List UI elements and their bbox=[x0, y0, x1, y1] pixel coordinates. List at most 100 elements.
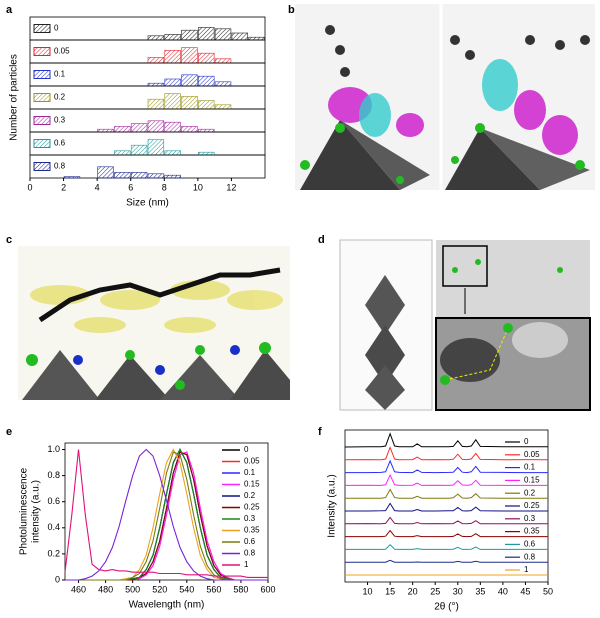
y-tick-label: 0 bbox=[55, 574, 60, 584]
legend-label: 0.6 bbox=[54, 139, 66, 148]
legend-label: 0.1 bbox=[54, 70, 66, 79]
bar bbox=[63, 176, 81, 179]
x-tick-label: 12 bbox=[226, 182, 236, 192]
legend-label: 0.35 bbox=[244, 526, 260, 535]
legend-label: 0.1 bbox=[244, 468, 256, 477]
bar bbox=[214, 58, 232, 64]
legend-swatch bbox=[33, 93, 51, 102]
series-line bbox=[65, 448, 268, 581]
panel-label: c bbox=[6, 234, 12, 246]
bar bbox=[147, 57, 165, 64]
x-tick-label: 540 bbox=[179, 584, 194, 594]
legend-label: 1 bbox=[244, 560, 249, 569]
bar bbox=[198, 100, 215, 110]
panel-c-image bbox=[18, 246, 290, 400]
x-tick-label: 45 bbox=[520, 586, 530, 596]
x-tick-label: 10 bbox=[193, 182, 203, 192]
y-axis-label: Number of particles bbox=[9, 54, 20, 141]
plot-frame bbox=[64, 442, 269, 581]
y-axis-label: Photoluminescence bbox=[19, 467, 30, 555]
series-line bbox=[345, 488, 548, 499]
density-lobe bbox=[440, 338, 500, 382]
legend-label: 0 bbox=[54, 24, 59, 33]
orbital bbox=[514, 90, 546, 130]
bar bbox=[214, 28, 232, 41]
y-tick-label: 0.8 bbox=[47, 470, 60, 480]
bar bbox=[198, 75, 215, 87]
orbital bbox=[359, 93, 391, 137]
bar bbox=[164, 121, 181, 133]
charts: a bc de f00.050.10.20.30.60.80 2 4 6 8 10 12Size … bbox=[6, 4, 553, 613]
legend-label: 0.15 bbox=[524, 476, 540, 485]
panel-label: e bbox=[6, 426, 12, 438]
halide-atoms bbox=[300, 123, 585, 184]
legend-label: 0.8 bbox=[244, 549, 256, 558]
bar bbox=[97, 166, 114, 179]
interaction-surface bbox=[30, 280, 283, 333]
y-tick-label: 1.0 bbox=[47, 444, 60, 454]
x-tick-label: 500 bbox=[125, 584, 140, 594]
density-lobe bbox=[512, 322, 568, 358]
carbon-chain bbox=[38, 267, 281, 323]
series-line bbox=[344, 432, 548, 448]
x-tick-label: 50 bbox=[543, 586, 553, 596]
row-frame bbox=[29, 108, 266, 133]
x-tick-label: 25 bbox=[430, 586, 440, 596]
legend-swatch bbox=[33, 24, 51, 33]
octahedron bbox=[480, 128, 590, 190]
octahedron bbox=[230, 350, 290, 400]
x-tick-label: 2 bbox=[61, 182, 66, 192]
x-tick-label: 15 bbox=[385, 586, 395, 596]
x-tick-label: 4 bbox=[95, 182, 100, 192]
bond-path bbox=[444, 327, 509, 381]
x-axis-label: Size (nm) bbox=[126, 198, 169, 209]
series-line bbox=[345, 529, 548, 538]
bar bbox=[181, 74, 198, 87]
bar bbox=[147, 35, 165, 41]
legend-label: 0.8 bbox=[54, 162, 66, 171]
bar bbox=[181, 29, 198, 41]
legend-label: 0.25 bbox=[524, 501, 540, 510]
legend-label: 0.3 bbox=[54, 116, 66, 125]
bar bbox=[130, 172, 148, 179]
row-frame bbox=[29, 131, 266, 156]
legend-label: 1 bbox=[524, 565, 529, 574]
octahedron bbox=[445, 128, 540, 190]
panel-label: b bbox=[288, 4, 295, 16]
bar bbox=[147, 120, 165, 133]
x-tick-label: 30 bbox=[453, 586, 463, 596]
y-tick-label: 0.2 bbox=[47, 548, 60, 558]
x-tick-label: 0 bbox=[27, 182, 32, 192]
bar bbox=[130, 144, 148, 156]
orbital bbox=[482, 59, 518, 111]
bar bbox=[198, 128, 215, 133]
y-tick-label: 0.6 bbox=[47, 496, 60, 506]
bar bbox=[97, 128, 114, 133]
bar bbox=[198, 27, 215, 41]
series-line bbox=[64, 449, 268, 578]
x-tick-label: 480 bbox=[98, 584, 113, 594]
x-tick-label: 20 bbox=[408, 586, 418, 596]
legend-label: 0.1 bbox=[524, 463, 536, 472]
y-axis-label: intensity (a.u.) bbox=[31, 480, 42, 543]
x-tick-label: 520 bbox=[152, 584, 167, 594]
x-tick-label: 40 bbox=[498, 586, 508, 596]
bar bbox=[181, 96, 198, 110]
octahedron bbox=[22, 350, 100, 400]
bar bbox=[114, 150, 131, 156]
x-axis-label: Wavelength (nm) bbox=[129, 600, 205, 611]
bar bbox=[130, 123, 148, 133]
x-tick-label: 580 bbox=[233, 584, 248, 594]
bar bbox=[181, 47, 198, 64]
x-tick-label: 10 bbox=[363, 586, 373, 596]
legend-swatch bbox=[33, 70, 51, 79]
x-axis-label: 2θ (°) bbox=[434, 602, 459, 613]
bar bbox=[114, 172, 131, 179]
orbital bbox=[396, 113, 424, 137]
legend-label: 0.35 bbox=[524, 527, 540, 536]
bar bbox=[147, 82, 165, 87]
legend-label: 0.2 bbox=[524, 488, 536, 497]
octahedron bbox=[95, 355, 170, 400]
bar bbox=[164, 34, 181, 41]
